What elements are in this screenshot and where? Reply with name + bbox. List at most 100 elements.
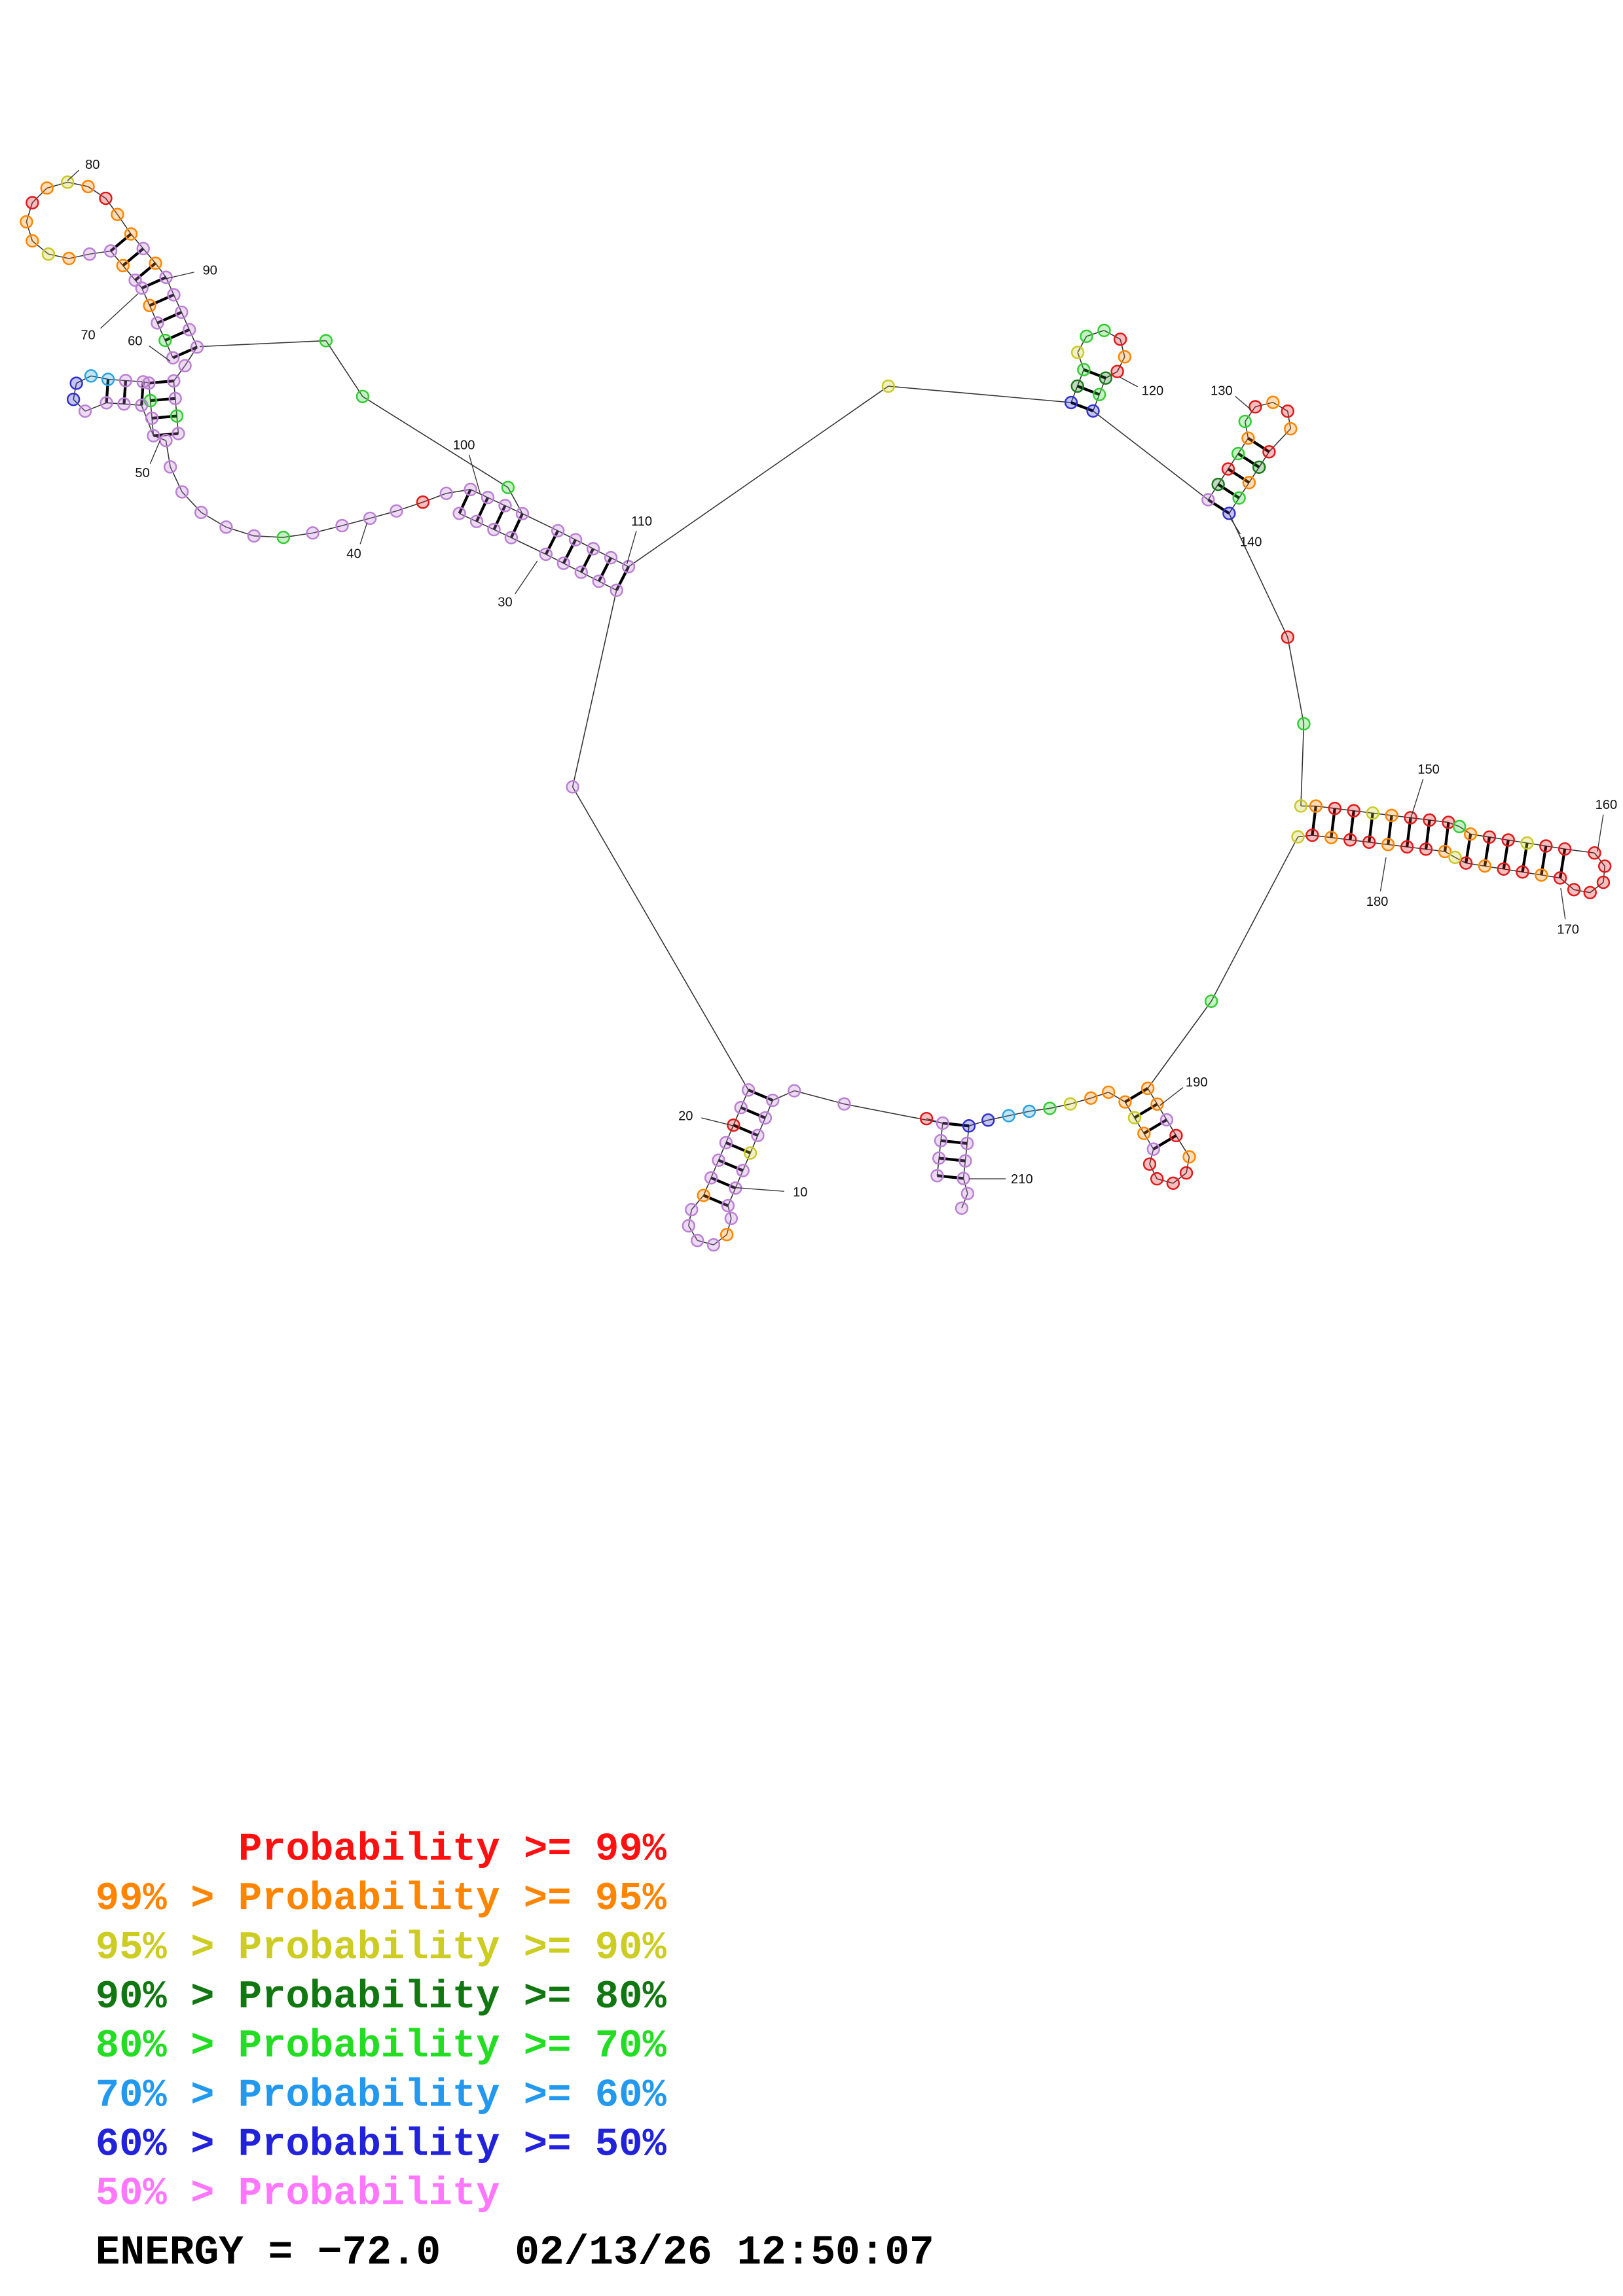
label-leader-line xyxy=(1230,518,1241,535)
residue-dot xyxy=(1291,830,1305,844)
residue-dot xyxy=(1118,1095,1132,1109)
backbone-line xyxy=(73,399,86,412)
backbone-line xyxy=(1086,330,1104,337)
probability-legend: Probability >= 99% 99% > Probability >= … xyxy=(96,1828,667,2217)
residue-dot xyxy=(159,433,173,448)
residue-dot xyxy=(1043,1102,1057,1115)
backbone-line xyxy=(988,1115,1009,1121)
residue-dot xyxy=(1343,833,1357,847)
backbone-line xyxy=(794,1090,845,1105)
backbone-line xyxy=(697,1240,714,1246)
legend-line-70-80: 80% > Probability >= 70% xyxy=(96,2024,667,2069)
backbone-line xyxy=(69,253,90,259)
residue-dot xyxy=(1442,816,1455,829)
basepair-rung xyxy=(1133,1103,1158,1119)
label-leader-line xyxy=(1597,814,1604,852)
backbone-line xyxy=(470,489,488,498)
backbone-line xyxy=(507,487,523,514)
backbone-line xyxy=(1573,889,1590,893)
backbone-line xyxy=(1372,812,1392,816)
backbone-line xyxy=(610,557,629,567)
backbone-line xyxy=(1508,839,1527,844)
residue-dot xyxy=(1297,717,1311,731)
backbone-line xyxy=(253,535,283,538)
backbone-line xyxy=(1527,842,1546,847)
residue-dot xyxy=(82,247,97,261)
backbone-line xyxy=(961,1193,968,1209)
residue-dot xyxy=(1113,332,1127,346)
residue-dot xyxy=(1232,491,1246,505)
backbone-line xyxy=(1104,330,1121,340)
residue-dot xyxy=(276,530,291,545)
basepair-rung xyxy=(748,1088,774,1102)
residue-dot xyxy=(934,1134,948,1147)
basepair-rung xyxy=(740,1106,766,1119)
backbone-line xyxy=(1149,1149,1154,1164)
residue-dot xyxy=(1347,804,1360,817)
residue-dot xyxy=(143,298,156,313)
residue-dot xyxy=(566,780,579,794)
backbone-line xyxy=(1166,1119,1177,1136)
basepair-rung xyxy=(149,379,174,385)
backbone-line xyxy=(1092,394,1100,412)
residue-dot xyxy=(1211,477,1225,492)
basepair-rung xyxy=(1540,846,1548,876)
residue-dot xyxy=(1238,414,1252,429)
residue-dot xyxy=(958,1154,972,1168)
backbone-line xyxy=(156,323,166,341)
backbone-line xyxy=(48,253,69,259)
legend-line-50-60: 60% > Probability >= 50% xyxy=(96,2123,667,2167)
residue-dot xyxy=(1101,1085,1116,1099)
residue-dot xyxy=(167,374,181,388)
label-leader-line xyxy=(1379,857,1387,891)
legend-line-60-70: 70% > Probability >= 60% xyxy=(96,2073,667,2118)
backbone-line xyxy=(1603,866,1605,883)
basepair-rung xyxy=(1217,483,1240,499)
residue-dot xyxy=(604,550,618,565)
residue-dot xyxy=(469,514,484,528)
residue-dot xyxy=(1063,1097,1078,1111)
backbone-line xyxy=(1245,406,1256,422)
backbone-line xyxy=(67,181,88,187)
residue-dot xyxy=(1140,1081,1155,1096)
backbone-line xyxy=(173,365,186,382)
residue-dot xyxy=(306,526,319,540)
backbone-line xyxy=(572,590,617,787)
residue-dot xyxy=(712,1153,725,1167)
backbone-line xyxy=(1070,1097,1091,1105)
residue-number-label: 180 xyxy=(1366,895,1389,909)
backbone-line xyxy=(962,1160,966,1179)
structure-canvas xyxy=(20,175,1612,1252)
residue-dot xyxy=(40,181,54,195)
residue-dot xyxy=(1482,830,1497,844)
backbone-line xyxy=(1541,874,1561,879)
basepair-rung xyxy=(1368,813,1374,843)
basepair-rung xyxy=(150,397,175,403)
backbone-line xyxy=(1228,512,1288,637)
residue-dot xyxy=(151,316,164,330)
energy-text: ENERGY = −72.0 02/13/26 12:50:07 xyxy=(96,2229,934,2276)
backbone-line xyxy=(888,386,1072,403)
backbone-line xyxy=(1124,1102,1135,1119)
basepair-rung xyxy=(172,346,198,359)
backbone-line xyxy=(1218,469,1229,485)
residue-dot xyxy=(117,397,131,411)
basepair-rung xyxy=(475,497,490,522)
legend-line-95-99: 99% > Probability >= 95% xyxy=(96,1877,667,1922)
backbone-line xyxy=(1410,817,1430,821)
backbone-line xyxy=(718,1142,727,1161)
residue-dot xyxy=(685,1202,699,1217)
residue-dot xyxy=(175,305,189,319)
residue-dot xyxy=(682,1219,695,1233)
residue-dot xyxy=(103,244,118,258)
residue-dot xyxy=(721,1198,735,1213)
residue-dot xyxy=(78,404,92,418)
basepair-rung xyxy=(458,488,472,514)
residue-dot xyxy=(452,507,466,520)
backbone-line xyxy=(26,221,33,242)
backbone-line xyxy=(1207,484,1219,501)
residue-dot xyxy=(1535,868,1548,882)
residue-dot xyxy=(743,1146,757,1160)
backbone-line xyxy=(740,1090,749,1108)
